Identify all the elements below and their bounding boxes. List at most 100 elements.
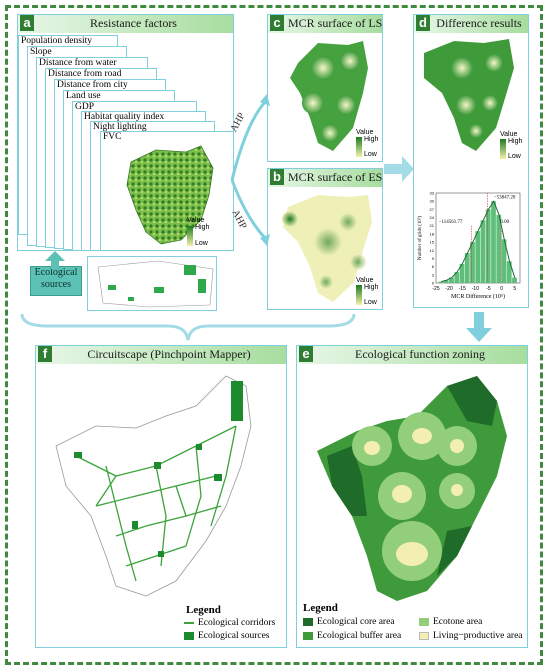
histogram-bar: [485, 209, 491, 283]
x-tick-label: -25: [432, 286, 439, 292]
panel-c-title: MCR surface of LS: [288, 16, 383, 30]
legend-e-label: Living−productive area: [433, 631, 523, 641]
x-tick-label: -20: [446, 286, 453, 292]
histogram-bar: [506, 261, 512, 283]
value-legend-title: Value: [187, 217, 205, 224]
panel-b: b MCR surface of ES Value High Low: [267, 168, 383, 310]
y-tick-label: 21: [430, 223, 435, 228]
x-tick-label: 5: [513, 286, 516, 292]
factor-label: FVC: [103, 132, 122, 142]
value-legend-low: Low: [364, 299, 377, 306]
density-curve: [441, 200, 516, 283]
panel-a-header: a Resistance factors: [18, 15, 233, 33]
value-legend-ramp: [187, 226, 193, 246]
histogram-bar: [459, 263, 465, 283]
value-legend-high: High: [195, 224, 210, 231]
ahp-arrows: [230, 94, 270, 246]
legend-e-item: Living−productive area: [419, 631, 523, 641]
arrow-to-e: [466, 312, 492, 342]
y-tick-label: 3: [432, 272, 435, 277]
histogram-bar: [464, 253, 470, 283]
y-tick-label: 15: [430, 240, 435, 245]
y-tick-label: 18: [430, 231, 435, 236]
value-legend-ramp: [500, 139, 506, 159]
sources-map: [97, 260, 214, 308]
annotation-zero: 0.00: [500, 220, 509, 225]
x-tick-label: -15: [459, 286, 466, 292]
y-tick-label: 33: [430, 191, 435, 196]
value-legend-title: Value: [500, 131, 518, 138]
panel-e: e Ecological function zoning Legend Ecol…: [296, 345, 528, 648]
panel-f-letter: f: [38, 346, 52, 362]
histogram-bar: [512, 277, 517, 283]
value-legend-title: Value: [356, 277, 374, 284]
ecotone-swatch: [419, 618, 429, 626]
legend-f-item: Ecological corridors: [184, 618, 275, 628]
corridor-swatch: [184, 622, 194, 624]
value-legend-high: High: [508, 138, 523, 145]
legend-f-label: Ecological sources: [198, 631, 270, 641]
figure-frame: [5, 5, 543, 665]
mcr-ls-map: [290, 41, 368, 151]
factor-card-fvc: FVC Value High Low: [100, 131, 234, 251]
histogram-bar: [449, 277, 454, 283]
panel-f-title: Circuitscape (Pinchpoint Mapper): [87, 347, 251, 361]
histogram-bar: [470, 242, 475, 283]
panel-d-letter: d: [416, 15, 430, 31]
value-legend-high: High: [364, 284, 379, 291]
legend-e-label: Ecological buffer area: [317, 631, 402, 641]
histogram-bar: [491, 201, 496, 283]
zoning-map: [317, 376, 507, 601]
legend-f-item: Ecological sources: [184, 631, 270, 641]
annotation-peak: −53847.20: [494, 195, 516, 200]
value-legend-high: High: [364, 136, 379, 143]
x-tick-label: -10: [472, 286, 479, 292]
legend-e-title: Legend: [303, 602, 338, 614]
panel-d-header: d Difference results: [414, 15, 528, 33]
up-arrow: [45, 251, 65, 269]
histogram-bar: [496, 214, 502, 283]
y-tick-label: 6: [432, 264, 435, 269]
panel-c: c MCR surface of LS Value High Low: [267, 14, 383, 162]
legend-f-title: Legend: [186, 604, 221, 616]
ecological-sources-box: Ecological sources: [30, 266, 82, 296]
fvc-map: [126, 145, 214, 245]
panel-d-title: Difference results: [436, 16, 522, 30]
histogram-bar: [438, 281, 444, 283]
mcr-es-map: [282, 195, 372, 302]
panel-f: f Circuitscape (Pinchpoint Mapper) Legen…: [35, 345, 287, 648]
y-axis-label: Number of grids (10³): [417, 216, 423, 260]
y-tick-label: 24: [430, 215, 435, 220]
histogram-bar: [475, 231, 481, 283]
legend-e-label: Ecotone area: [433, 617, 483, 627]
x-axis-label: MCR Difference (10⁵): [451, 293, 505, 300]
y-tick-label: 0: [432, 281, 435, 286]
value-legend-ramp: [356, 137, 362, 157]
value-legend-low: Low: [195, 240, 208, 247]
y-tick-label: 12: [430, 248, 435, 253]
x-tick-label: 0: [500, 286, 503, 292]
value-legend-low: Low: [364, 151, 377, 158]
value-legend-low: Low: [508, 153, 521, 160]
legend-e-item: Ecotone area: [419, 617, 482, 627]
core-swatch: [303, 618, 313, 626]
panel-e-title: Ecological function zoning: [355, 347, 485, 361]
value-legend-ramp: [356, 285, 362, 305]
panel-e-header: e Ecological function zoning: [297, 346, 527, 364]
histogram-bar: [443, 280, 449, 283]
source-swatch: [184, 632, 194, 640]
legend-f-label: Ecological corridors: [198, 618, 276, 628]
panel-a-title: Resistance factors: [90, 16, 177, 30]
histogram-bar: [480, 220, 486, 283]
value-legend-title: Value: [356, 129, 374, 136]
panel-a: a Resistance factors Population density …: [17, 14, 234, 251]
brace: [20, 313, 356, 341]
panel-b-letter: b: [270, 169, 284, 185]
ecological-sources-map: [87, 256, 217, 311]
x-tick-label: -5: [486, 286, 491, 292]
buffer-swatch: [303, 632, 313, 640]
histogram-bar: [501, 239, 507, 283]
living-swatch: [419, 632, 429, 640]
panel-e-letter: e: [299, 346, 313, 362]
panel-b-header: b MCR surface of ES: [268, 169, 382, 187]
